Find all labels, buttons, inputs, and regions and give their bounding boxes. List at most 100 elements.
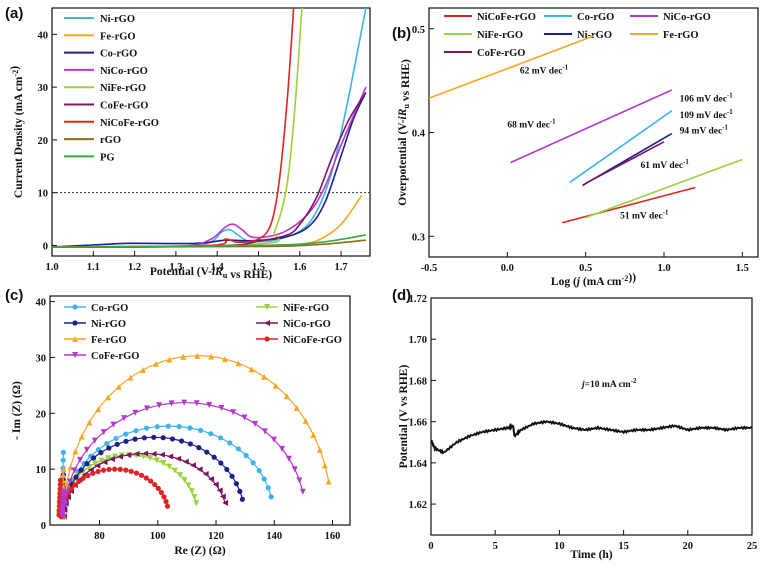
data-point: [268, 494, 274, 500]
x-tick-label: 140: [266, 531, 282, 542]
data-point: [115, 383, 122, 390]
legend-label: Ni-rGO: [100, 14, 135, 25]
data-point: [310, 431, 317, 438]
data-point: [250, 460, 256, 466]
data-point: [85, 472, 91, 479]
data-point: [256, 468, 262, 474]
data-point: [100, 467, 107, 473]
data-point: [123, 467, 129, 473]
data-point: [252, 420, 259, 427]
data-point: [121, 415, 128, 422]
data-point: [110, 421, 117, 428]
data-point: [78, 433, 85, 440]
data-point: [140, 453, 147, 460]
data-point: [180, 353, 187, 360]
data-point: [291, 466, 298, 473]
x-tick-label: 5: [493, 541, 498, 552]
x-tick-label: 1.4: [211, 262, 225, 273]
x-tick-label: 1.5: [736, 263, 749, 274]
data-point: [112, 466, 118, 472]
legend-label: CoFe-rGO: [477, 48, 525, 59]
data-point: [243, 452, 249, 459]
data-point: [141, 435, 147, 441]
nyquist-curve: [61, 355, 330, 519]
data-point: [176, 472, 183, 479]
slope-annotation: 68 mV dec-1: [507, 118, 556, 130]
data-point: [178, 438, 185, 444]
data-point: [152, 360, 159, 367]
tafel-line-nicofe-rgo: [561, 186, 696, 224]
plot-frame: [51, 7, 371, 257]
data-point: [230, 409, 237, 416]
data-point: [148, 478, 154, 484]
data-point: [235, 446, 241, 452]
data-point: [272, 382, 279, 389]
data-point: [241, 414, 248, 421]
slope-annotation: 94 mV dec-1: [680, 125, 729, 137]
data-point: [283, 393, 290, 400]
legend-marker: [72, 304, 78, 310]
data-point: [106, 445, 112, 451]
data-point: [218, 460, 224, 466]
x-axis-title: Log (j (mA cm-2)): [551, 272, 636, 288]
data-point: [191, 494, 198, 501]
legend-label: NiCoFe-rGO: [283, 335, 342, 346]
data-point: [187, 425, 193, 431]
data-point: [151, 434, 157, 440]
data-point: [117, 466, 123, 472]
data-point: [60, 513, 67, 520]
x-tick-label: 15: [618, 541, 629, 552]
data-point: [261, 476, 267, 482]
data-point: [147, 455, 154, 462]
data-point: [164, 503, 171, 509]
data-point: [285, 455, 292, 462]
data-point: [100, 429, 107, 436]
series-line-co-rgo: [52, 92, 367, 248]
y-axis-title: Current Density (mA cm-2): [9, 66, 25, 198]
data-point: [105, 455, 112, 462]
data-point: [139, 366, 146, 373]
x-tick-label: 1.0: [657, 263, 670, 274]
legend-marker: [264, 320, 270, 326]
panel-d: (d) 0 5 10 15 20 25 1.62 1.64 1.66 1.68 1.70 1.72 Ti…: [392, 287, 757, 561]
data-point: [90, 470, 96, 476]
data-point: [133, 428, 139, 434]
data-point: [168, 400, 175, 407]
slope-annotation: 61 mV dec-1: [641, 159, 690, 171]
data-point: [196, 466, 203, 473]
y-tick-label: 1.70: [409, 335, 427, 346]
y-tick-label: 1.72: [409, 294, 427, 305]
data-point: [125, 451, 132, 458]
data-point: [133, 470, 140, 476]
data-point: [133, 450, 140, 457]
data-point: [202, 470, 209, 477]
data-point: [219, 493, 226, 500]
data-point: [98, 457, 105, 464]
data-point: [227, 440, 233, 446]
data-point: [150, 450, 157, 457]
data-point: [142, 450, 149, 457]
data-point: [166, 463, 173, 470]
legend-marker: [72, 320, 78, 326]
x-tick-label: -0.5: [421, 263, 438, 274]
legend-label: Fe-rGO: [91, 335, 127, 346]
data-point: [132, 409, 139, 416]
y-tick-label: 1.62: [409, 500, 427, 511]
data-point: [224, 466, 230, 473]
x-tick-label: 1.1: [87, 262, 100, 273]
legend-label: Co-rGO: [577, 12, 614, 23]
panel-label-c: (c): [5, 287, 23, 304]
legend-label: CoFe-rGO: [100, 101, 148, 112]
panel-label-b: (b): [392, 25, 411, 42]
data-point: [196, 445, 202, 451]
data-point: [208, 353, 215, 360]
data-point: [83, 446, 90, 453]
y-tick-label: 0.3: [412, 232, 425, 243]
legend-label: CoFe-rGO: [91, 351, 139, 362]
data-point: [158, 489, 164, 496]
data-point: [60, 449, 66, 455]
data-point: [63, 490, 70, 497]
y-axis-title: Overpotential (V-iRu vs RHE): [397, 59, 412, 206]
panel-c: (c) 80 100 120 140 160 0 10 20 30 40 Re (Z) (Ω) - I…: [5, 287, 351, 557]
